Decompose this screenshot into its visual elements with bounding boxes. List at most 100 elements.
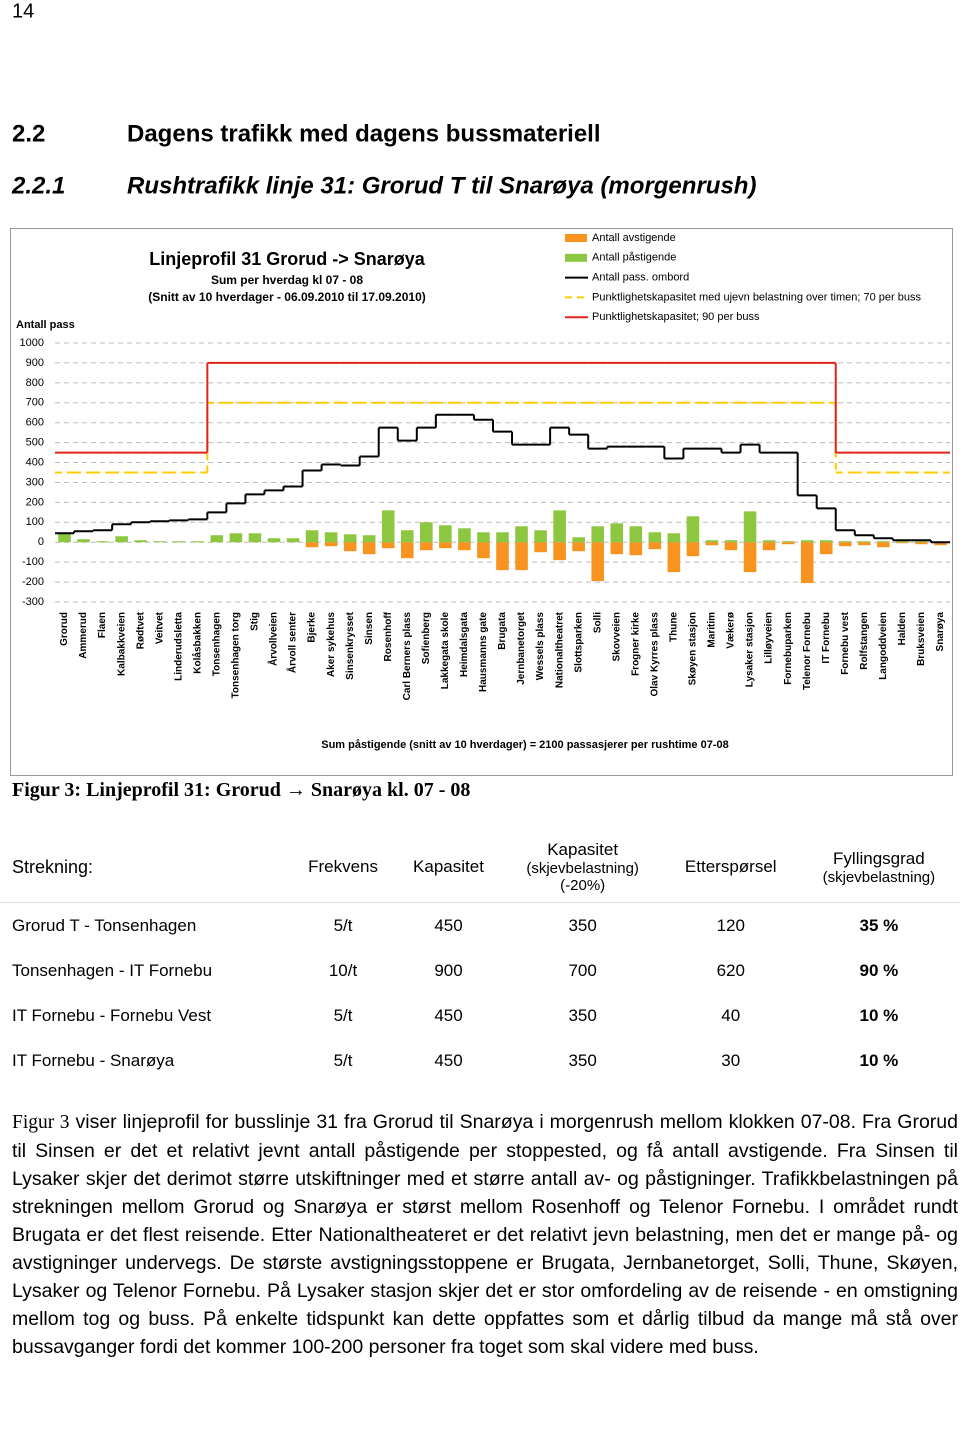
x-tick-label: Rolfstangen (859, 612, 870, 670)
table-cell: 10/t (328, 960, 358, 980)
table-cell: IT Fornebu - Fornebu Vest (12, 1005, 212, 1025)
bar (877, 541, 890, 543)
y-tick-label: -200 (22, 576, 44, 588)
x-tick-label: Ammerud (78, 612, 89, 659)
bar (915, 541, 928, 543)
x-tick-label: Langoddveien (878, 612, 889, 680)
y-tick-label: 500 (26, 437, 44, 449)
bar (343, 542, 357, 552)
bar (724, 542, 738, 551)
table-cell: 10 % (859, 1050, 899, 1070)
bar (381, 510, 395, 543)
table-cell: 350 (568, 1005, 597, 1025)
x-tick-label: Frogner kirke (630, 612, 641, 676)
x-tick-label: Nationaltheatret (554, 611, 565, 688)
bar (362, 542, 376, 555)
header-row: Strekning: Frekvens Kapasitet Kapasitet (skj… (0, 832, 960, 903)
bar (153, 541, 167, 543)
bar (648, 532, 662, 543)
x-tick-label: Halden (897, 612, 908, 645)
y-tick-label: 200 (26, 496, 44, 508)
header-text: (skjevbelastning) (526, 860, 639, 877)
bar (420, 522, 433, 543)
bar (800, 540, 814, 543)
table-cell: 350 (568, 1050, 597, 1070)
table-cell: 35 % (859, 915, 899, 935)
table-cell: 450 (434, 1050, 463, 1070)
y-tick-label: 900 (26, 357, 44, 369)
bar (877, 542, 890, 548)
figure-caption: Figur 3: Linjeprofil 31: Grorud → Snarøy… (12, 779, 471, 801)
bar (229, 533, 243, 543)
bar (515, 542, 528, 571)
chart-subtitle: Sum per hverdag kl 07 - 08 (211, 273, 363, 287)
table-row: Tonsenhagen - IT Fornebu 10/t 900 700 620 90 … (0, 948, 960, 993)
bar (915, 542, 928, 545)
chart-frame (10, 228, 953, 776)
x-tick-label: Veitvet (154, 611, 165, 644)
x-tick-label: Sofienberg (421, 612, 432, 664)
table-cell: 5/t (333, 915, 353, 935)
bar (401, 542, 414, 559)
bar (819, 540, 833, 543)
paragraph: Figur 3 viser linjeprofil for busslinje … (12, 1108, 958, 1361)
heading: Dagens trafikk med dagens bussmateriell (127, 120, 601, 147)
heading: Rushtrafikk linje 31: Grorud T til Snarø… (127, 172, 756, 199)
bar (286, 538, 300, 543)
bar (324, 542, 338, 547)
bar (896, 541, 909, 543)
page-number: 14 (12, 0, 34, 22)
bar (248, 533, 262, 543)
x-tick-label: Linderudsletta (173, 612, 184, 681)
header-text: Fyllingsgrad (833, 848, 925, 868)
x-tick-label: Aker sykehus (326, 612, 337, 677)
bar (553, 542, 566, 561)
x-tick-label: Flaen (97, 612, 108, 638)
bar (743, 511, 757, 543)
y-tick-label: 600 (26, 417, 44, 429)
header-cell: Frekvens (290, 832, 396, 903)
x-tick-label: Bruksveien (916, 612, 927, 666)
y-tick-label: 800 (26, 377, 44, 389)
table-cell: 40 (721, 1005, 741, 1025)
x-tick-label: Solli (592, 612, 603, 633)
header-text: (-20%) (560, 877, 606, 894)
x-tick-label: Fornebuparken (783, 612, 794, 685)
header-text: (skjevbelastning) (822, 868, 936, 886)
header-text: Frekvens (308, 857, 378, 876)
legend-label: Antall avstigende (592, 232, 676, 244)
bar (648, 542, 662, 550)
x-tick-label: Bjerke (307, 612, 318, 643)
legend-swatch (565, 234, 587, 242)
bar (191, 541, 205, 543)
bar (458, 542, 471, 551)
bar (629, 526, 643, 543)
x-tick-label: Vækerø (726, 611, 737, 649)
bar (667, 542, 681, 573)
bar (591, 542, 604, 582)
x-tick-label: IT Fornebu (821, 612, 832, 664)
header-text: Strekning: (12, 856, 94, 877)
bar (686, 542, 700, 557)
y-tick-label: 300 (26, 476, 44, 488)
bar (324, 532, 338, 543)
bar (762, 540, 776, 543)
header-cell: Strekning: (0, 832, 291, 903)
bar (743, 542, 757, 573)
table-cell: 620 (716, 960, 745, 980)
legend-swatch (565, 253, 587, 262)
y-tick-label: 700 (26, 397, 44, 409)
table-cell: 450 (434, 915, 463, 935)
table-cell: 120 (716, 915, 745, 935)
header-text: Kapasitet (547, 840, 619, 859)
bar (629, 542, 643, 556)
bar (534, 542, 547, 553)
x-tick-label: Brugata (497, 612, 508, 650)
x-tick-label: Grorud (59, 612, 70, 646)
x-tick-label: Olav Kyrres plass (649, 612, 660, 697)
bar (934, 542, 947, 546)
bar (362, 535, 376, 543)
x-tick-label: Tonsenhagen (212, 612, 223, 676)
table-cell: Tonsenhagen - IT Fornebu (12, 960, 213, 980)
bar (210, 535, 224, 543)
